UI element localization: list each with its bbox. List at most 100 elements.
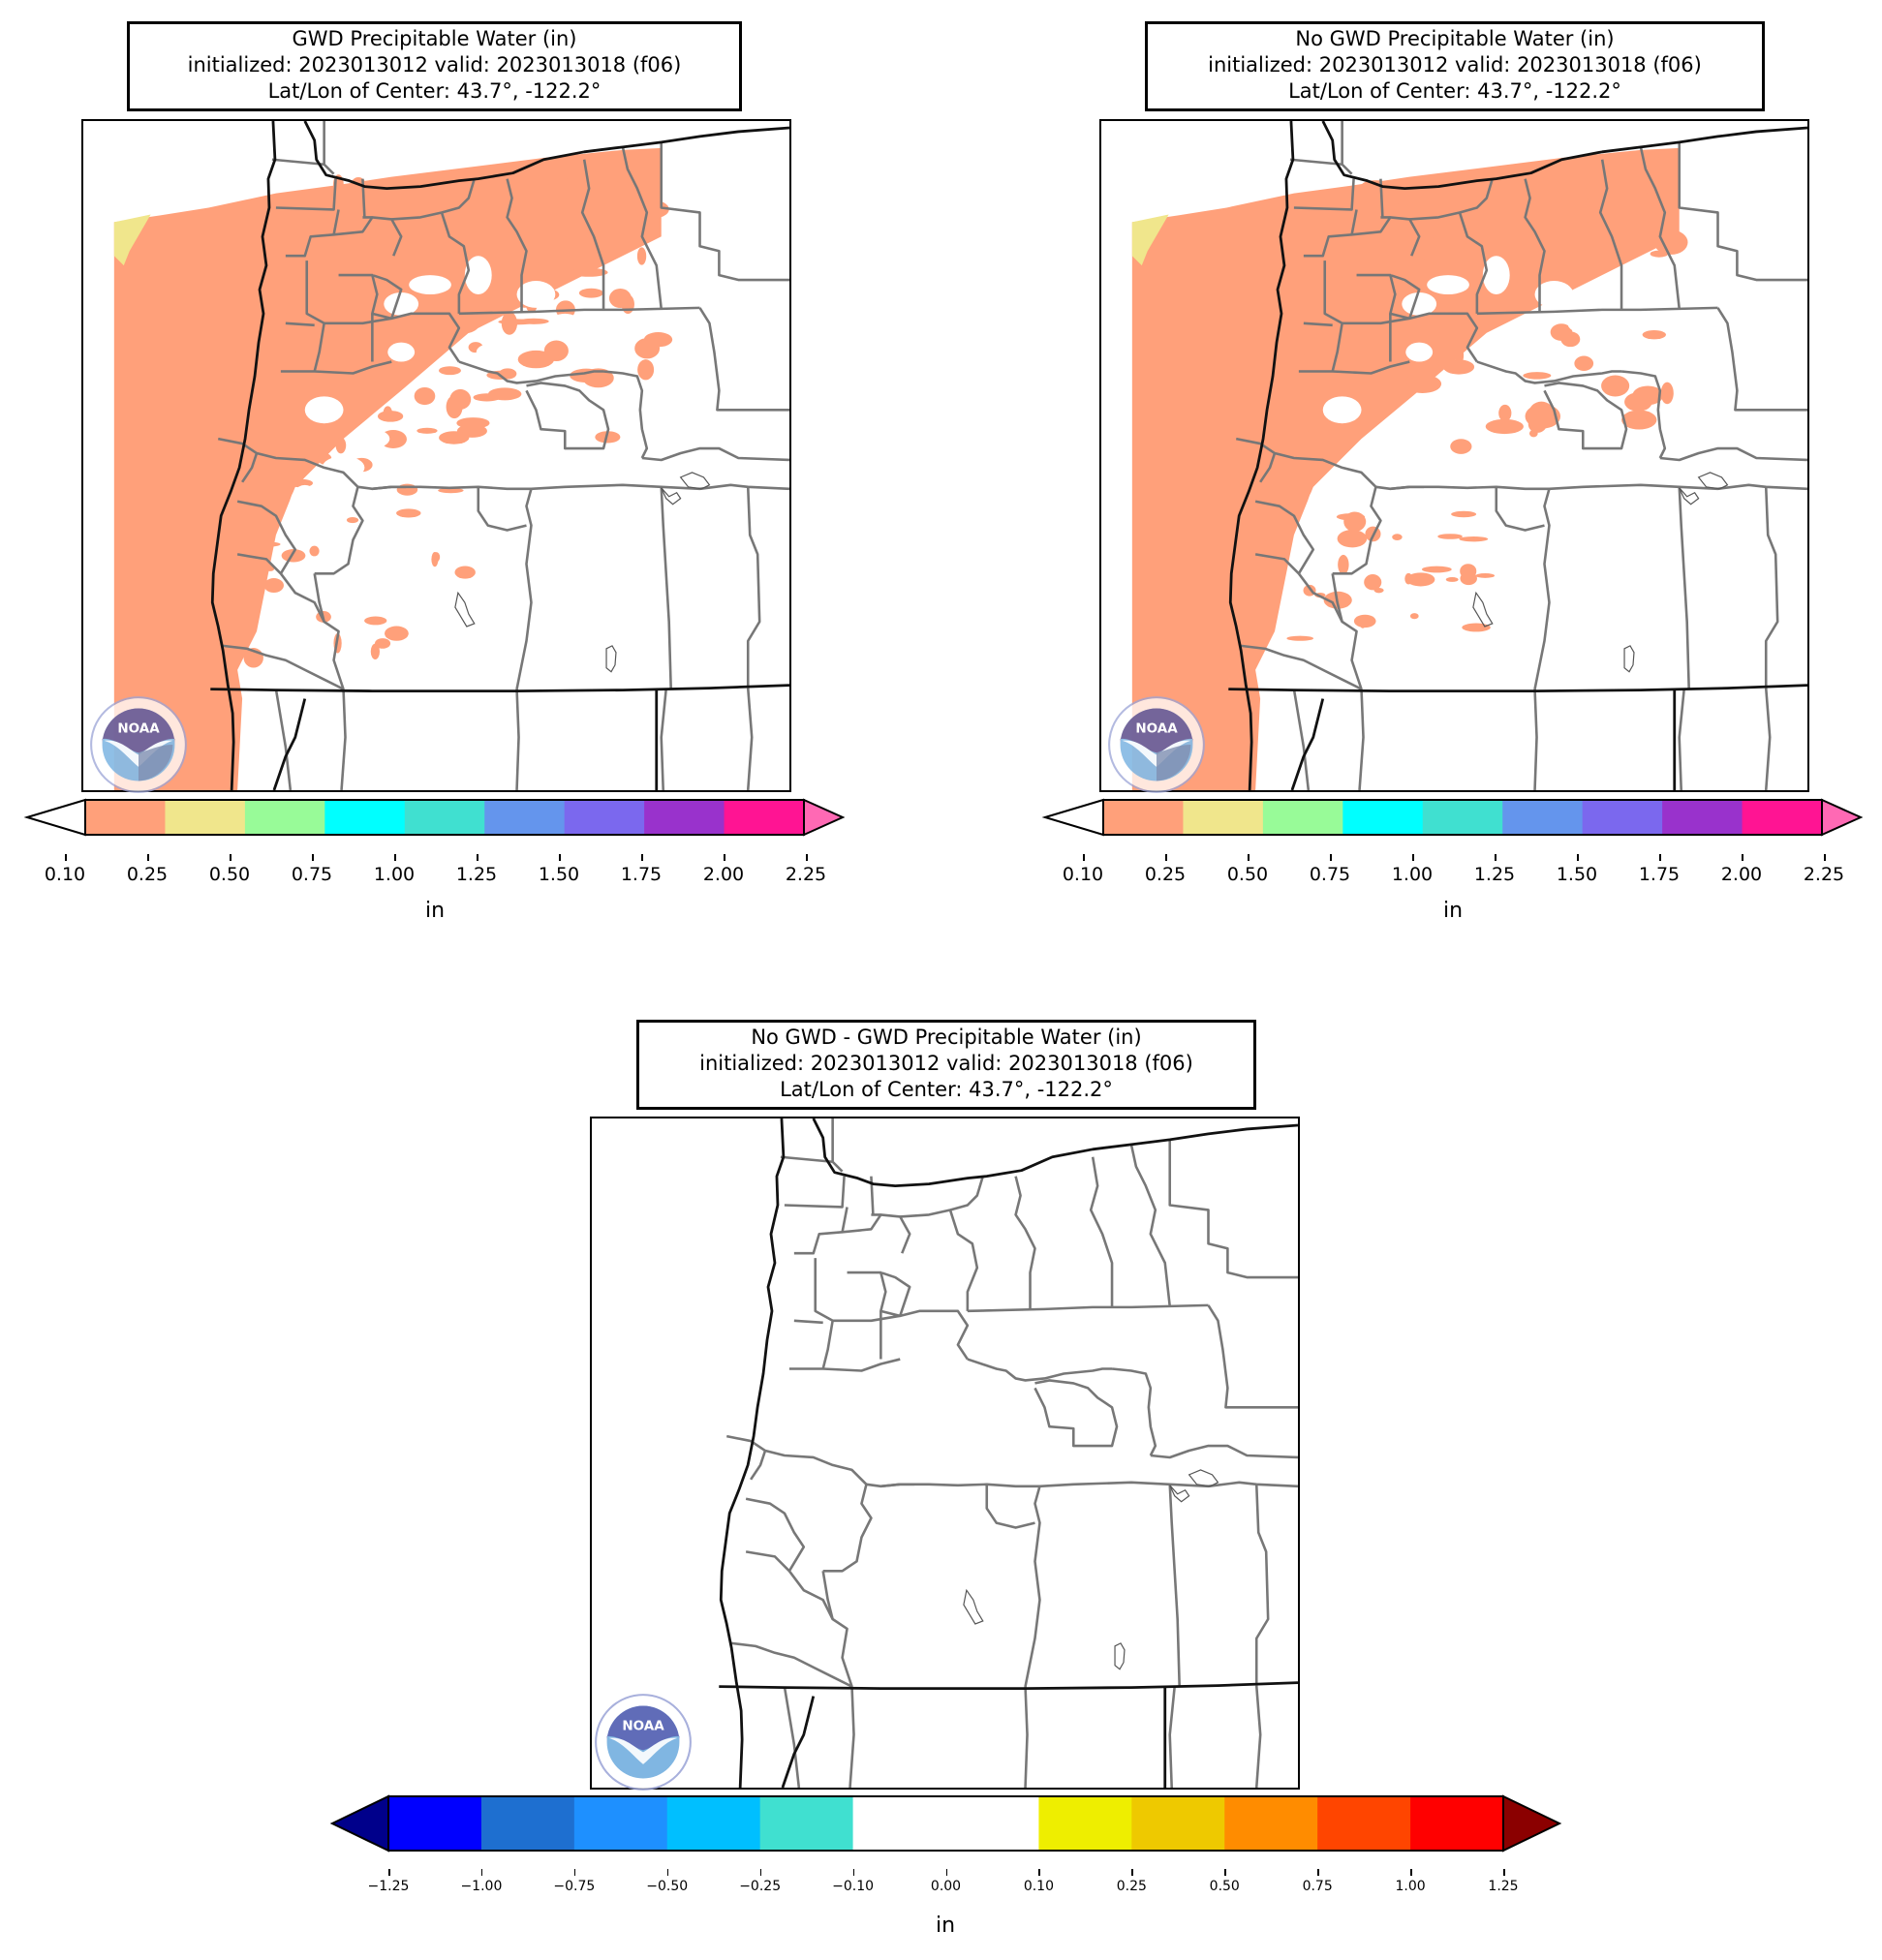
county-border — [338, 273, 403, 321]
county-border — [698, 307, 789, 412]
colorbar-tick-mark — [1165, 854, 1167, 861]
pw-fill-patch — [1567, 235, 1581, 253]
pw-fill-patch — [240, 613, 253, 623]
pw-fill-patch — [1338, 554, 1349, 575]
colorbar-swatch — [852, 1796, 946, 1851]
pw-fill-patch — [1460, 564, 1477, 579]
pw-fill-patch — [1462, 623, 1491, 632]
colorbar-tick-label: 0.50 — [208, 864, 251, 885]
panel-nogwd-title: No GWD Precipitable Water (in) initializ… — [1145, 21, 1765, 111]
title-line-3: Lat/Lon of Center: 43.7°, -122.2° — [780, 1078, 1113, 1101]
pw-fill-patch — [355, 208, 370, 225]
pw-fill-gap — [1405, 342, 1434, 362]
county-border — [1356, 273, 1421, 321]
county-border — [1549, 483, 1807, 491]
colorbar-tick-mark — [666, 1869, 669, 1876]
pw-fill-patch — [1450, 439, 1472, 454]
pw-fill-patch — [396, 508, 421, 518]
noaa-logo: NOAA — [1106, 694, 1207, 795]
county-border — [1659, 446, 1807, 462]
pw-fill-gap — [409, 275, 451, 294]
county-border — [725, 1434, 873, 1573]
county-border — [1716, 307, 1807, 412]
pw-fill-gap — [1494, 344, 1518, 360]
noaa-logo-sky — [606, 1705, 680, 1751]
panel-nogwd-map — [1099, 119, 1809, 792]
colorbar-tick-label: 0.75 — [1309, 864, 1351, 885]
colorbar-tick-mark — [759, 1869, 762, 1876]
county-border — [223, 644, 345, 690]
pw-fill-patch — [1355, 310, 1369, 323]
pw-fill-patch — [1451, 510, 1477, 518]
colorbar-swatch — [404, 800, 485, 835]
pw-fill-gap — [476, 344, 500, 360]
colorbar-tick-label: 1.75 — [1638, 864, 1681, 885]
lake-outline — [679, 472, 711, 490]
colorbar-swatches — [23, 798, 846, 837]
county-border — [900, 1176, 985, 1218]
pw-fill-patch — [1547, 255, 1579, 274]
pw-fill-patch — [1446, 176, 1471, 195]
county-border — [1089, 1156, 1114, 1308]
pw-fill-patch — [1404, 572, 1413, 585]
county-border — [1298, 322, 1410, 375]
county-border — [783, 1685, 1262, 1788]
pw-fill-patch — [1420, 235, 1435, 243]
noaa-logo-bird — [608, 1737, 678, 1764]
colorbar-swatch — [1103, 800, 1184, 835]
colorbar-swatch — [1038, 1796, 1132, 1851]
colorbar-swatch — [484, 800, 566, 835]
southern-state-border — [1228, 684, 1807, 692]
county-border — [750, 1450, 767, 1481]
pw-fill-patch — [1523, 372, 1552, 380]
county-border — [1150, 1444, 1298, 1459]
pw-fill-gap — [384, 291, 419, 316]
colorbar-tick-mark — [1577, 854, 1579, 861]
pw-fill-patch — [1392, 534, 1403, 541]
pw-fill-patch — [262, 448, 273, 468]
colorbar-swatch — [1662, 800, 1743, 835]
colorbar-tick-label: −1.25 — [367, 1879, 410, 1894]
colorbar-tick-mark — [1317, 1869, 1319, 1876]
pw-fill-patch — [374, 638, 391, 649]
county-border — [372, 485, 407, 491]
colorbar-tick-label: 0.10 — [44, 864, 86, 885]
pw-fill-patch — [1336, 256, 1360, 280]
pw-fill-gap — [605, 315, 640, 331]
colorbar-tick-label: 2.25 — [785, 864, 827, 885]
county-border — [1014, 1176, 1036, 1309]
colorbar-swatch — [165, 800, 246, 835]
county-border — [660, 141, 789, 282]
lake-outline — [661, 487, 682, 505]
pw-fill-patch — [1364, 574, 1382, 591]
lake-outline — [1697, 472, 1729, 490]
noaa-logo-bird — [104, 740, 173, 767]
pw-fill-patch — [1574, 355, 1594, 371]
pw-fill-region-yellow — [113, 214, 151, 266]
county-border — [879, 1309, 970, 1361]
colorbar-tick-mark — [1824, 854, 1826, 861]
colorbar-tick-label: 1.75 — [620, 864, 663, 885]
southern-state-border — [719, 1681, 1298, 1690]
county-border — [780, 1118, 844, 1173]
colorbar-over-arrow — [1821, 798, 1864, 837]
pw-fill-patch — [439, 431, 470, 444]
county-border — [313, 573, 345, 690]
title-line-3: Lat/Lon of Center: 43.7°, -122.2° — [267, 79, 602, 103]
county-border — [1458, 212, 1489, 314]
county-border — [1678, 486, 1690, 689]
noaa-logo-bird — [1122, 740, 1191, 767]
county-border — [985, 1484, 1035, 1529]
southern-state-border — [210, 684, 789, 692]
colorbar-tick-mark — [1495, 854, 1496, 861]
pw-fill-patch — [1437, 534, 1463, 539]
colorbar-under-arrow — [1041, 798, 1104, 837]
county-border — [1207, 1304, 1298, 1409]
pw-fill-gap — [1373, 429, 1408, 449]
colorbar-swatch — [1224, 1796, 1318, 1851]
county-border — [271, 121, 335, 175]
county-border — [866, 1483, 1041, 1687]
pw-fill-patch — [265, 566, 275, 571]
pw-fill-gap — [1482, 256, 1510, 294]
county-border — [357, 485, 533, 689]
